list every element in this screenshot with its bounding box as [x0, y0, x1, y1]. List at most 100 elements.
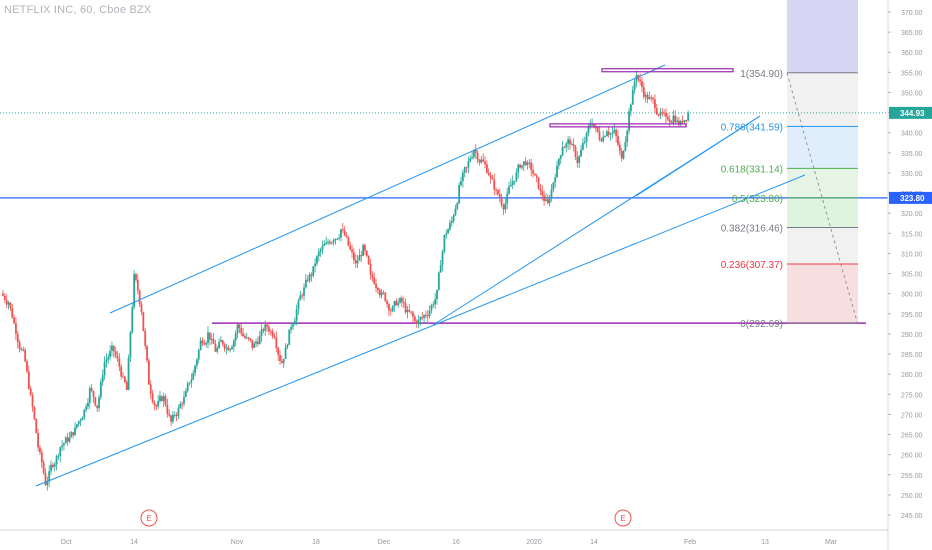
earnings-marker[interactable] [614, 509, 632, 527]
candle-body [15, 323, 17, 334]
candle-body [255, 341, 257, 344]
candle-body [526, 162, 529, 165]
fib-trend-dashed-line[interactable] [786, 72, 859, 326]
candle-body [218, 342, 220, 349]
candle-body [268, 326, 270, 332]
candle-body [460, 181, 462, 185]
candle-body [201, 340, 204, 344]
earnings-marker[interactable] [140, 509, 158, 527]
candle-body [317, 251, 320, 257]
candle-body [279, 354, 281, 361]
candle-body [683, 119, 686, 123]
candle-body [125, 381, 128, 391]
rising-support-line[interactable] [635, 115, 761, 197]
candle-body [92, 390, 95, 398]
candle-body [35, 418, 38, 434]
candle-body [29, 388, 32, 395]
candle-body [369, 264, 372, 275]
candle-body [159, 396, 161, 401]
candle-body [552, 182, 555, 190]
candle-body [620, 151, 623, 159]
price-tick-label: 260.00 [901, 453, 923, 460]
candle-body [347, 236, 350, 246]
candle-body [51, 464, 54, 467]
candle-body [338, 237, 341, 239]
candle-body [120, 366, 123, 377]
candle-body [358, 255, 361, 261]
candle-body [160, 396, 163, 401]
candle-body [670, 122, 673, 124]
candle-body [410, 311, 413, 313]
candle-body [607, 131, 610, 135]
candle-body [589, 124, 592, 127]
candle-body [458, 184, 461, 204]
candle-body [578, 156, 581, 163]
candle-body [142, 311, 145, 332]
price-tick-label: 335.00 [901, 151, 923, 158]
candle-body [262, 329, 265, 331]
candle-body [140, 303, 143, 312]
candle-body [327, 241, 329, 243]
candle-body [290, 326, 292, 330]
candle-body [33, 406, 36, 419]
candle-body [628, 111, 630, 131]
candle-body [48, 471, 51, 482]
candle-body [644, 95, 647, 97]
candle-body [498, 194, 501, 199]
candle-body [497, 190, 499, 195]
candle-body [524, 161, 527, 165]
price-tick-label: 305.00 [901, 272, 923, 279]
candle-body [227, 347, 230, 351]
candle-body [20, 348, 23, 350]
candle-body [572, 144, 575, 147]
fib-level-label: 0.786(341.59) [721, 122, 783, 133]
candle-body [563, 147, 566, 149]
candle-body [598, 131, 601, 140]
candle-body [471, 157, 473, 159]
upper-channel-line[interactable] [109, 64, 666, 314]
candle-body [375, 283, 377, 288]
candle-body [229, 349, 232, 351]
candle-body [474, 150, 477, 153]
candle-body [286, 344, 289, 348]
candle-body [94, 397, 97, 406]
candle-body [251, 339, 254, 348]
fib-level-label: 0.618(331.14) [721, 164, 783, 175]
candle-body [7, 302, 10, 305]
lower-channel-line[interactable] [35, 174, 806, 487]
candle-body [90, 388, 93, 391]
candle-body [663, 112, 666, 114]
fibonacci-zones [787, 0, 858, 324]
time-tick-label: 13 [761, 539, 769, 546]
candle-body [87, 402, 89, 407]
time-axis[interactable]: Oct 14 Nov 18 Dec 16 2020 14 Feb 13 Mar [0, 529, 888, 546]
price-axis[interactable]: 370.00365.00360.00355.00350.00345.00340.… [887, 0, 932, 550]
candle-body [384, 292, 387, 302]
resistance-box[interactable] [549, 123, 687, 128]
candle-body [2, 293, 4, 296]
fib-zone [787, 168, 858, 198]
candle-body [135, 273, 137, 281]
candle-body [593, 123, 595, 128]
candle-body [430, 305, 433, 311]
candle-body [151, 393, 154, 402]
price-tick-label: 360.00 [901, 50, 923, 57]
candle-body [308, 274, 311, 281]
candle-body [11, 307, 14, 318]
candle-body [61, 445, 63, 448]
candle-body [585, 132, 588, 142]
candle-body [88, 388, 91, 403]
candle-body [256, 341, 259, 345]
candle-body [389, 310, 392, 312]
candle-body [605, 131, 608, 137]
candle-body [240, 328, 243, 334]
resistance-box[interactable] [601, 68, 734, 73]
candle-body [343, 230, 346, 236]
candle-body [461, 172, 464, 182]
candle-body [618, 144, 621, 152]
time-tick-label: 14 [130, 539, 138, 546]
candle-body [600, 139, 603, 142]
candle-body [548, 198, 551, 204]
candle-body [642, 87, 645, 97]
